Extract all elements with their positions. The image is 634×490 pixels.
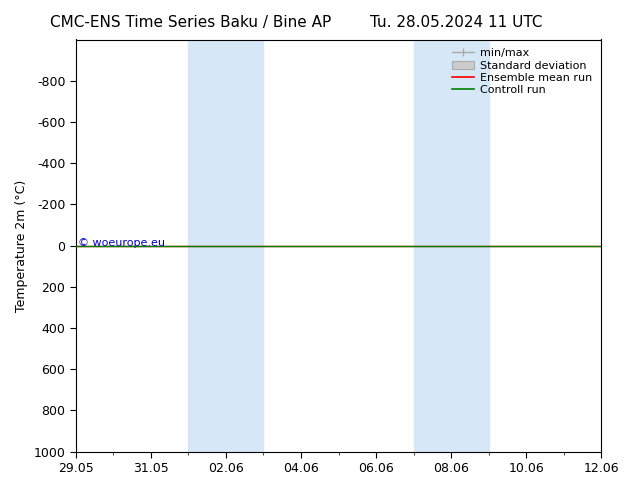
Text: © woeurope.eu: © woeurope.eu bbox=[79, 239, 165, 248]
Y-axis label: Temperature 2m (°C): Temperature 2m (°C) bbox=[15, 179, 28, 312]
Text: Tu. 28.05.2024 11 UTC: Tu. 28.05.2024 11 UTC bbox=[370, 15, 543, 30]
Bar bbox=[413, 40, 489, 452]
Bar bbox=[188, 40, 264, 452]
Legend: min/max, Standard deviation, Ensemble mean run, Controll run: min/max, Standard deviation, Ensemble me… bbox=[449, 45, 595, 98]
Text: CMC-ENS Time Series Baku / Bine AP: CMC-ENS Time Series Baku / Bine AP bbox=[49, 15, 331, 30]
